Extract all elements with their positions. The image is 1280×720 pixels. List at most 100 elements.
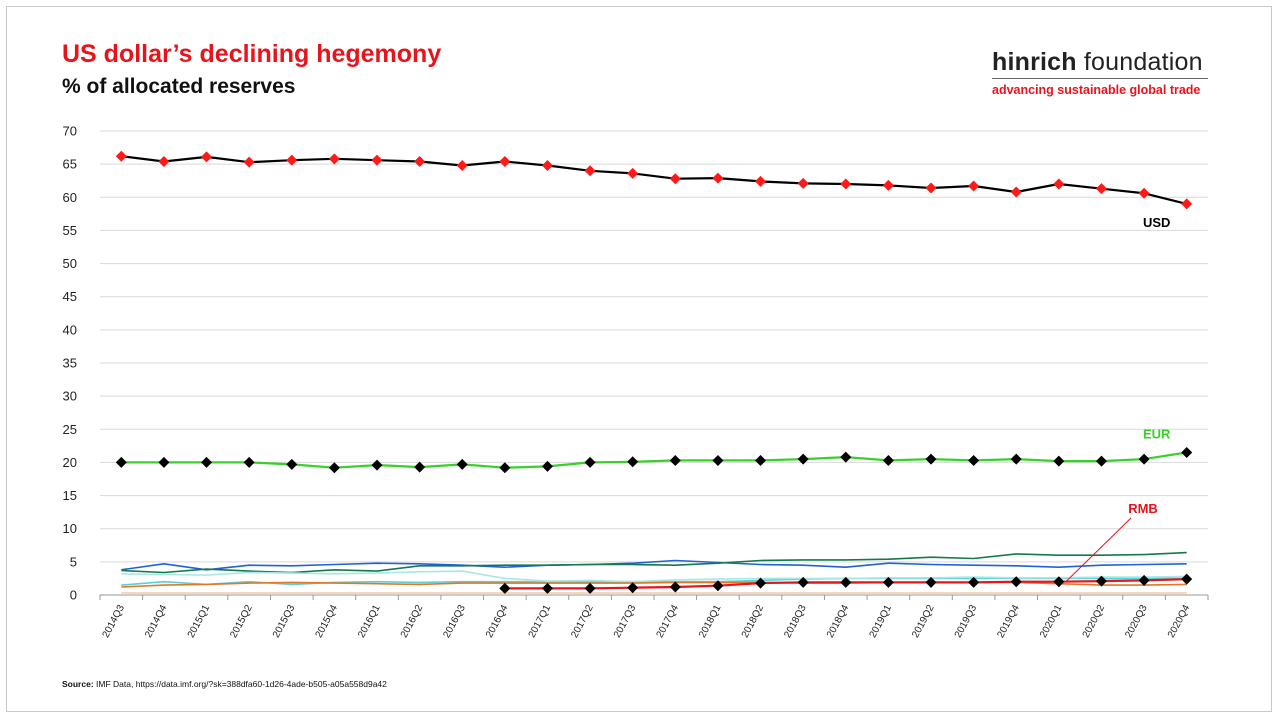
data-point-eur-2019Q1 <box>882 454 894 466</box>
x-tick-label-2015Q1: 2015Q1 <box>186 603 213 640</box>
data-point-usd-2018Q4 <box>840 178 852 190</box>
x-tick-label-2015Q2: 2015Q2 <box>228 603 255 640</box>
data-point-eur-2017Q3 <box>627 456 639 468</box>
y-tick-label-50: 50 <box>63 256 77 271</box>
y-tick-label-65: 65 <box>63 157 77 172</box>
chart-frame <box>6 6 1272 712</box>
x-tick-label-2015Q4: 2015Q4 <box>314 603 341 640</box>
data-point-rmb-2017Q1 <box>541 582 553 594</box>
data-point-eur-2020Q2 <box>1095 455 1107 467</box>
logo-tagline: advancing sustainable global trade <box>992 83 1201 97</box>
data-point-usd-2015Q3 <box>286 154 298 166</box>
data-point-eur-2018Q3 <box>797 453 809 465</box>
x-tick-label-2017Q1: 2017Q1 <box>527 603 554 640</box>
data-point-eur-2019Q4 <box>1010 453 1022 465</box>
data-point-usd-2017Q4 <box>669 173 681 185</box>
data-point-rmb-2016Q4 <box>499 582 511 594</box>
series-line-minor-0 <box>121 559 1187 571</box>
source-label: Source: <box>62 679 94 689</box>
data-point-rmb-2020Q2 <box>1095 575 1107 587</box>
x-tick-label-2019Q1: 2019Q1 <box>868 603 895 640</box>
data-point-eur-2016Q3 <box>456 458 468 470</box>
series-line-minor-1 <box>121 551 1187 574</box>
logo-wordmark: hinrich foundation <box>992 48 1208 76</box>
data-point-eur-2018Q1 <box>712 454 724 466</box>
x-tick-label-2017Q3: 2017Q3 <box>612 603 639 640</box>
data-point-eur-2020Q4 <box>1181 446 1193 458</box>
data-point-eur-2015Q2 <box>243 456 255 468</box>
data-point-usd-2020Q3 <box>1138 187 1150 199</box>
data-point-usd-2016Q2 <box>414 155 426 167</box>
y-tick-label-70: 70 <box>63 124 77 139</box>
data-point-usd-2019Q2 <box>925 182 937 194</box>
data-point-eur-2018Q4 <box>840 451 852 463</box>
series-line-minor-3 <box>121 570 1187 583</box>
logo-divider <box>992 78 1208 79</box>
x-tick-label-2019Q3: 2019Q3 <box>953 603 980 640</box>
x-tick-label-2020Q1: 2020Q1 <box>1038 603 1065 640</box>
data-point-rmb-2017Q3 <box>627 582 639 594</box>
y-tick-label-60: 60 <box>63 190 77 205</box>
y-tick-label-0: 0 <box>70 588 77 603</box>
data-point-usd-2020Q2 <box>1095 183 1107 195</box>
data-point-eur-2016Q2 <box>414 461 426 473</box>
data-point-usd-2018Q1 <box>712 172 724 184</box>
data-point-eur-2020Q1 <box>1053 455 1065 467</box>
source-note: Source: IMF Data, https://data.imf.org/?… <box>62 679 387 689</box>
data-point-usd-2014Q4 <box>158 155 170 167</box>
x-tick-label-2016Q3: 2016Q3 <box>441 603 468 640</box>
data-point-rmb-2018Q3 <box>797 576 809 588</box>
data-point-usd-2014Q3 <box>115 150 127 162</box>
annotation-eur: EUR <box>1143 426 1171 441</box>
logo-name-bold: hinrich <box>992 48 1077 76</box>
x-tick-label-2016Q4: 2016Q4 <box>484 603 511 640</box>
data-point-usd-2019Q3 <box>968 180 980 192</box>
data-point-usd-2017Q1 <box>541 159 553 171</box>
data-point-rmb-2019Q4 <box>1010 576 1022 588</box>
data-point-eur-2014Q3 <box>115 456 127 468</box>
x-tick-label-2018Q2: 2018Q2 <box>740 603 767 640</box>
data-point-eur-2016Q4 <box>499 462 511 474</box>
data-point-rmb-2019Q2 <box>925 576 937 588</box>
x-tick-label-2014Q4: 2014Q4 <box>143 603 170 640</box>
data-point-eur-2020Q3 <box>1138 453 1150 465</box>
data-point-usd-2019Q4 <box>1010 186 1022 198</box>
x-tick-label-2014Q3: 2014Q3 <box>101 603 128 640</box>
y-tick-label-5: 5 <box>70 554 77 569</box>
data-point-eur-2014Q4 <box>158 456 170 468</box>
x-tick-label-2015Q3: 2015Q3 <box>271 603 298 640</box>
data-point-eur-2019Q2 <box>925 453 937 465</box>
data-point-usd-2015Q2 <box>243 156 255 168</box>
data-point-usd-2019Q1 <box>882 179 894 191</box>
data-point-rmb-2019Q1 <box>882 576 894 588</box>
logo-name-regular: foundation <box>1083 48 1203 76</box>
data-point-eur-2017Q2 <box>584 456 596 468</box>
data-point-usd-2020Q4 <box>1181 198 1193 210</box>
data-point-rmb-2018Q4 <box>840 576 852 588</box>
x-tick-label-2020Q4: 2020Q4 <box>1166 603 1193 640</box>
series-line-usd <box>121 155 1187 205</box>
data-point-rmb-2020Q3 <box>1138 574 1150 586</box>
data-point-usd-2018Q2 <box>755 175 767 187</box>
data-point-usd-2015Q1 <box>201 151 213 163</box>
data-point-rmb-2020Q4 <box>1181 573 1193 585</box>
y-tick-label-40: 40 <box>63 322 77 337</box>
data-point-usd-2017Q3 <box>627 167 639 179</box>
annotation-rmb: RMB <box>1128 501 1158 516</box>
data-point-rmb-2020Q1 <box>1053 576 1065 588</box>
x-tick-label-2018Q1: 2018Q1 <box>697 603 724 640</box>
data-point-eur-2018Q2 <box>755 454 767 466</box>
data-point-usd-2016Q3 <box>456 159 468 171</box>
data-point-rmb-2019Q3 <box>968 576 980 588</box>
data-point-rmb-2018Q1 <box>712 580 724 592</box>
chart-subtitle: % of allocated reserves <box>62 75 296 98</box>
data-point-usd-2015Q4 <box>328 153 340 165</box>
annotation-usd: USD <box>1143 215 1170 230</box>
data-point-eur-2015Q1 <box>201 456 213 468</box>
x-tick-label-2016Q2: 2016Q2 <box>399 603 426 640</box>
data-point-usd-2016Q4 <box>499 155 511 167</box>
x-tick-label-2018Q4: 2018Q4 <box>825 603 852 640</box>
x-tick-label-2016Q1: 2016Q1 <box>356 603 383 640</box>
x-tick-label-2018Q3: 2018Q3 <box>782 603 809 640</box>
